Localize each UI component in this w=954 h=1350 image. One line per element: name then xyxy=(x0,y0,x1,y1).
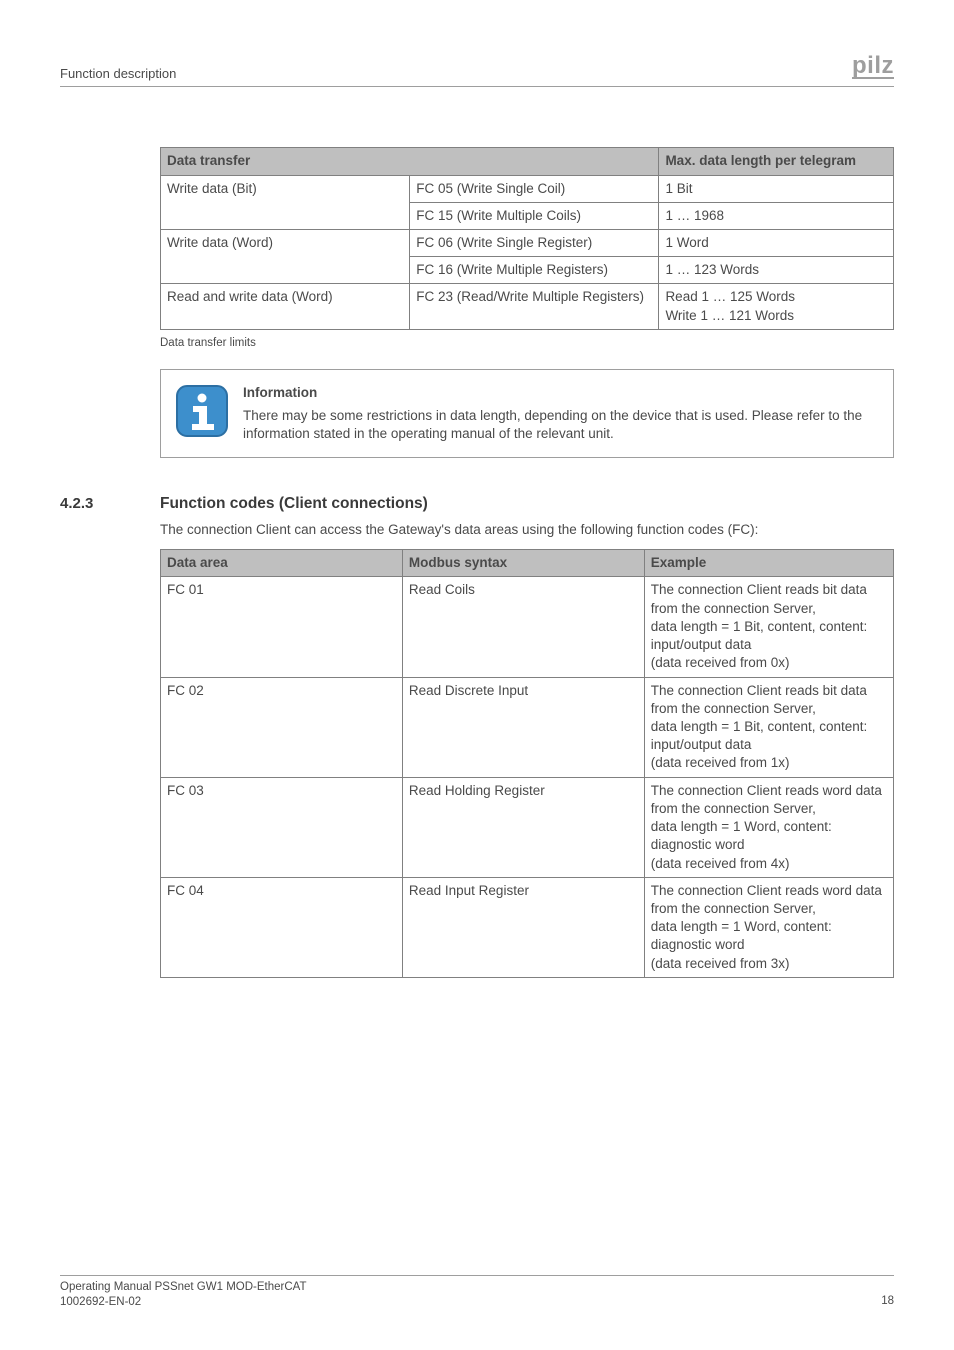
table-cell: Write data (Word) xyxy=(161,230,410,284)
brand-logo: pilz xyxy=(852,50,894,82)
table-header: Max. data length per telegram xyxy=(659,148,894,175)
table-cell: FC 04 xyxy=(161,877,403,977)
table-row: FC 01Read CoilsThe connection Client rea… xyxy=(161,577,894,677)
table-cell: FC 01 xyxy=(161,577,403,677)
section-intro: The connection Client can access the Gat… xyxy=(160,521,894,539)
table-cell: Write data (Bit) xyxy=(161,175,410,229)
table-cell: 1 Word xyxy=(659,230,894,257)
footer-line-1: Operating Manual PSSnet GW1 MOD-EtherCAT xyxy=(60,1280,307,1295)
table-row: FC 04Read Input RegisterThe connection C… xyxy=(161,877,894,977)
table-header: Data area xyxy=(161,550,403,577)
table-cell: Read Discrete Input xyxy=(402,677,644,777)
table-cell: FC 15 (Write Multiple Coils) xyxy=(410,202,659,229)
info-title: Information xyxy=(243,384,877,402)
table-cell: Read Input Register xyxy=(402,877,644,977)
table-cell: FC 16 (Write Multiple Registers) xyxy=(410,257,659,284)
table-row: Write data (Bit)FC 05 (Write Single Coil… xyxy=(161,175,894,202)
table-cell: FC 02 xyxy=(161,677,403,777)
page-header: Function description pilz xyxy=(60,50,894,87)
table-cell: FC 06 (Write Single Register) xyxy=(410,230,659,257)
table-cell: The connection Client reads bit data fro… xyxy=(644,677,893,777)
table-cell: 1 Bit xyxy=(659,175,894,202)
table-row: FC 02Read Discrete InputThe connection C… xyxy=(161,677,894,777)
table-cell: 1 … 1968 xyxy=(659,202,894,229)
table-caption: Data transfer limits xyxy=(160,336,894,352)
table-cell: Read Coils xyxy=(402,577,644,677)
info-text: Information There may be some restrictio… xyxy=(243,384,877,443)
page-number: 18 xyxy=(881,1294,894,1310)
table-header: Modbus syntax xyxy=(402,550,644,577)
table-cell: 1 … 123 Words xyxy=(659,257,894,284)
page: Function description pilz Data transfer … xyxy=(0,0,954,1350)
page-content: Data transfer Max. data length per teleg… xyxy=(60,87,894,977)
table-header: Data transfer xyxy=(161,148,659,175)
table-cell: The connection Client reads bit data fro… xyxy=(644,577,893,677)
table-cell: FC 05 (Write Single Coil) xyxy=(410,175,659,202)
table-cell: The connection Client reads word data fr… xyxy=(644,777,893,877)
section-title: Function codes (Client connections) xyxy=(160,494,428,515)
table-row: Write data (Word)FC 06 (Write Single Reg… xyxy=(161,230,894,257)
table-row: Read and write data (Word)FC 23 (Read/Wr… xyxy=(161,284,894,329)
section-number: 4.2.3 xyxy=(60,494,128,514)
function-codes-table: Data area Modbus syntax Example FC 01Rea… xyxy=(160,549,894,978)
table-cell: Read and write data (Word) xyxy=(161,284,410,329)
table-cell: Read 1 … 125 Words Write 1 … 121 Words xyxy=(659,284,894,329)
footer-left: Operating Manual PSSnet GW1 MOD-EtherCAT… xyxy=(60,1280,307,1310)
page-footer: Operating Manual PSSnet GW1 MOD-EtherCAT… xyxy=(60,1275,894,1310)
table-cell: Read Holding Register xyxy=(402,777,644,877)
table-header: Example xyxy=(644,550,893,577)
footer-line-2: 1002692-EN-02 xyxy=(60,1295,307,1310)
table-cell: FC 23 (Read/Write Multiple Registers) xyxy=(410,284,659,329)
information-callout: Information There may be some restrictio… xyxy=(160,369,894,458)
table-cell: FC 03 xyxy=(161,777,403,877)
data-transfer-table: Data transfer Max. data length per teleg… xyxy=(160,147,894,330)
section-heading: 4.2.3 Function codes (Client connections… xyxy=(60,494,894,515)
info-body: There may be some restrictions in data l… xyxy=(243,407,877,443)
breadcrumb: Function description xyxy=(60,65,176,83)
table-row: FC 03Read Holding RegisterThe connection… xyxy=(161,777,894,877)
info-icon xyxy=(175,384,229,438)
table-cell: The connection Client reads word data fr… xyxy=(644,877,893,977)
